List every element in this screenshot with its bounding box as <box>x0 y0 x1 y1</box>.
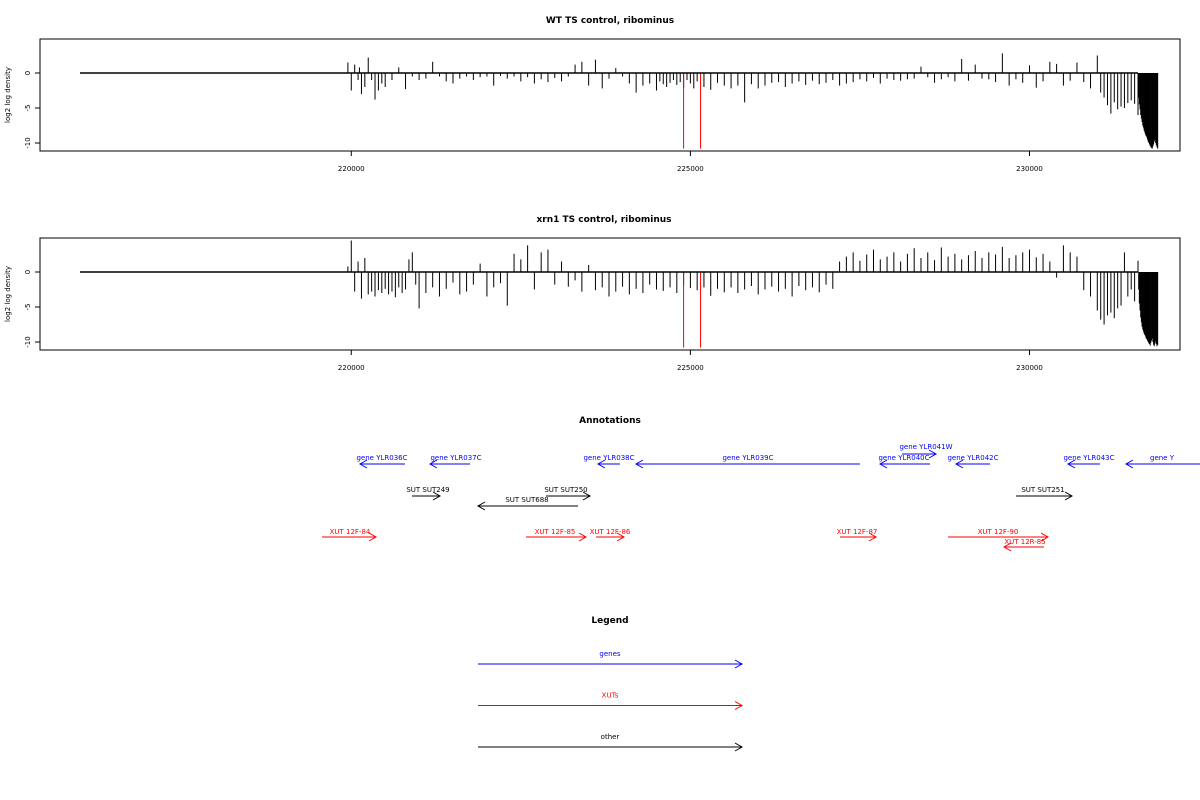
wt-y-tick-label: 0 <box>24 71 32 75</box>
gene-feature-arrowhead <box>1124 459 1134 469</box>
wt-y-axis: 0 -5 -10 <box>24 71 40 149</box>
wt-track-panel: WT TS control, ribominus log2 log densit… <box>4 16 1181 173</box>
wt-density-bars <box>80 53 1159 149</box>
gene-feature: gene YLR041W <box>899 443 953 459</box>
xut-feature-label: XUT 12F-86 <box>590 528 631 536</box>
xut-feature-arrowhead <box>868 532 878 542</box>
xrn1-x-tick-label: 220000 <box>338 364 365 372</box>
sut-feature-arrowhead <box>476 501 486 511</box>
xrn1-y-tick-label: 0 <box>24 270 32 274</box>
sut-feature-arrowhead <box>1064 491 1074 501</box>
gene-feature-arrowhead <box>428 459 438 469</box>
annotation-features: gene YLR036C gene YLR037C gene YLR038C gene… <box>322 443 1200 552</box>
annotations-panel: Annotations gene YLR036C gene YLR037C gene… <box>322 416 1200 552</box>
legend-item: XUTs <box>478 692 744 710</box>
wt-y-axis-label: log2 log density <box>4 67 12 123</box>
gene-feature-label: gene YLR037C <box>430 454 481 462</box>
xut-feature-arrowhead <box>368 532 378 542</box>
gene-feature-arrowhead <box>1066 459 1076 469</box>
gene-feature-arrowhead <box>954 459 964 469</box>
gene-feature-arrowhead <box>596 459 606 469</box>
sut-feature-label: SUT SUT249 <box>406 486 449 494</box>
sut-feature: SUT SUT250 <box>544 486 592 501</box>
legend-item-arrowhead <box>734 659 744 669</box>
sut-feature-label: SUT SUT688 <box>505 496 548 504</box>
legend-title: Legend <box>591 616 628 626</box>
gene-feature: gene YLR037C <box>428 454 482 469</box>
gene-feature: gene YLR040C <box>878 454 930 469</box>
xrn1-y-axis-label: log2 log density <box>4 266 12 322</box>
wt-y-tick-label: -5 <box>24 105 32 112</box>
sut-feature: SUT SUT249 <box>406 486 450 501</box>
xrn1-y-tick-label: -10 <box>24 336 32 347</box>
gene-feature: gene YLR039C <box>634 454 860 469</box>
xut-feature: XUT 12R-85 <box>1002 538 1046 552</box>
sut-feature: SUT SUT251 <box>1016 486 1074 501</box>
wt-x-axis: 220000 225000 230000 <box>338 151 1043 173</box>
xut-feature-arrowhead <box>616 532 626 542</box>
sut-feature-arrowhead <box>582 491 592 501</box>
gene-feature-label: gene YLR038C <box>583 454 634 462</box>
xut-feature-label: XUT 12F-84 <box>330 528 371 536</box>
legend-panel: Legend genes XUTs other <box>478 616 744 752</box>
wt-track-title: WT TS control, ribominus <box>546 16 674 26</box>
gene-feature-label: gene YLR043C <box>1063 454 1114 462</box>
gene-feature-label: gene YLR041W <box>899 443 952 451</box>
xut-feature-label: XUT 12R-85 <box>1004 538 1045 546</box>
legend-item: genes <box>478 650 744 669</box>
xut-feature-label: XUT 12F-85 <box>535 528 576 536</box>
xut-feature: XUT 12F-85 <box>526 528 588 542</box>
xrn1-plot-frame <box>39 237 1181 351</box>
gene-feature-arrowhead <box>634 459 644 469</box>
wt-x-tick-label: 225000 <box>677 165 704 173</box>
gene-feature-label: gene Y <box>1150 454 1175 462</box>
gene-feature: gene YLR042C <box>947 454 999 469</box>
sut-feature-label: SUT SUT251 <box>1021 486 1064 494</box>
legend-item-label: genes <box>599 650 620 658</box>
xrn1-x-axis: 220000 225000 230000 <box>338 350 1043 372</box>
gene-feature-label: gene YLR036C <box>356 454 407 462</box>
xrn1-y-tick-label: -5 <box>24 304 32 311</box>
wt-x-tick-label: 220000 <box>338 165 365 173</box>
gene-feature: gene YLR043C <box>1063 454 1115 469</box>
sut-feature-label: SUT SUT250 <box>544 486 587 494</box>
gene-feature: gene YLR038C <box>583 454 635 469</box>
legend-items: genes XUTs other <box>478 650 744 752</box>
xut-feature-label: XUT 12F-90 <box>978 528 1019 536</box>
legend-item-label: XUTs <box>602 692 619 700</box>
xut-feature: XUT 12F-86 <box>590 528 631 542</box>
xrn1-track-panel: xrn1 TS control, ribominus log2 log dens… <box>4 215 1181 372</box>
gene-feature-arrowhead <box>358 459 368 469</box>
legend-item-arrowhead <box>734 742 744 752</box>
xrn1-track-title: xrn1 TS control, ribominus <box>536 215 671 225</box>
sut-feature-arrowhead <box>432 491 442 501</box>
gene-feature-label: gene YLR040C <box>878 454 929 462</box>
xrn1-x-tick-label: 230000 <box>1016 364 1043 372</box>
sut-feature: SUT SUT688 <box>476 496 578 511</box>
xrn1-density-bars <box>80 240 1159 348</box>
xut-feature-label: XUT 12F-87 <box>837 528 878 536</box>
xrn1-x-tick-label: 225000 <box>677 364 704 372</box>
xut-feature-arrowhead <box>1002 542 1012 552</box>
gene-feature-arrowhead <box>878 459 888 469</box>
xut-feature: XUT 12F-90 <box>948 528 1050 542</box>
xrn1-y-axis: 0 -5 -10 <box>24 270 40 348</box>
wt-plot-frame <box>39 38 1181 152</box>
gene-feature: gene YLR036C <box>356 454 408 469</box>
xut-feature-arrowhead <box>1040 532 1050 542</box>
gene-feature-label: gene YLR042C <box>947 454 998 462</box>
xut-feature-arrowhead <box>578 532 588 542</box>
gene-feature-arrowhead <box>928 449 938 459</box>
gene-feature: gene Y <box>1124 454 1200 469</box>
wt-x-tick-label: 230000 <box>1016 165 1043 173</box>
wt-y-tick-label: -10 <box>24 137 32 148</box>
gene-feature-label: gene YLR039C <box>722 454 773 462</box>
xut-feature: XUT 12F-87 <box>837 528 878 542</box>
xut-feature: XUT 12F-84 <box>322 528 378 542</box>
legend-item-arrowhead <box>734 701 744 710</box>
legend-item-label: other <box>601 733 620 741</box>
legend-item: other <box>478 733 744 752</box>
annotations-title: Annotations <box>579 416 641 426</box>
